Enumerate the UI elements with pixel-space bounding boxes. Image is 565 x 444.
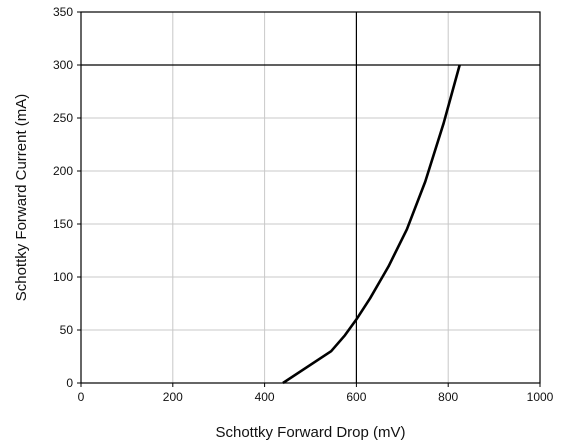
y-tick-label-150: 150: [53, 217, 73, 231]
y-tick-label-0: 0: [66, 376, 73, 390]
y-tick-label-250: 250: [53, 111, 73, 125]
x-tick-label-200: 200: [163, 390, 183, 404]
grid-layer: [81, 12, 540, 383]
y-tick-label-200: 200: [53, 164, 73, 178]
y-axis-label: Schottky Forward Current (mA): [13, 94, 30, 302]
x-tick-label-1000: 1000: [527, 390, 554, 404]
y-tick-label-350: 350: [53, 5, 73, 19]
x-axis-label: Schottky Forward Drop (mV): [215, 424, 405, 441]
x-tick-label-0: 0: [78, 390, 85, 404]
plot-frame: [80, 11, 541, 384]
y-tick-label-300: 300: [53, 58, 73, 72]
y-tick-label-100: 100: [53, 270, 73, 284]
x-tick-label-400: 400: [255, 390, 275, 404]
emphasis-gridline-layer: [81, 12, 540, 383]
series-line-0: [282, 64, 461, 385]
label-layer: Schottky Forward Drop (mV) Schottky Forw…: [13, 94, 406, 441]
tick-layer: 0 200 400 600 800 1000 0 50 100 150 200 250 300 350: [53, 5, 554, 404]
y-tick-label-50: 50: [60, 323, 74, 337]
series-layer: [282, 64, 461, 385]
x-tick-label-600: 600: [346, 390, 366, 404]
x-tick-label-800: 800: [438, 390, 458, 404]
